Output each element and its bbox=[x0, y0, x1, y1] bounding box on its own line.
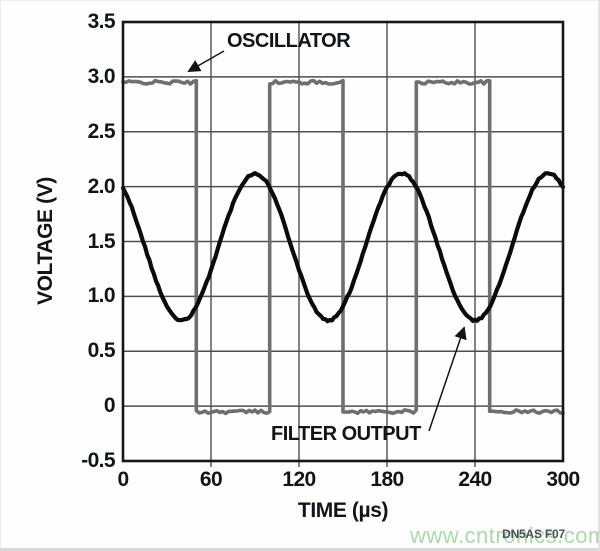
x-axis-title: TIME (µs) bbox=[297, 499, 389, 522]
x-tick-label: 240 bbox=[458, 468, 492, 491]
watermark-text: www.cntronics.com bbox=[410, 523, 600, 548]
y-tick-label: 2.5 bbox=[87, 119, 116, 143]
annotation-oscillator-label: OSCILLATOR bbox=[227, 30, 351, 52]
y-tick-label: 3.0 bbox=[87, 64, 116, 88]
y-tick-label: 2.0 bbox=[87, 174, 116, 198]
annotation-arrow bbox=[187, 50, 225, 72]
y-axis-title: VOLTAGE (V) bbox=[34, 177, 57, 305]
y-tick-label: 0.5 bbox=[87, 339, 116, 363]
y-tick-label: 1.5 bbox=[87, 229, 116, 253]
annotation-filter-output-label: FILTER OUTPUT bbox=[271, 423, 421, 445]
x-tick-label: 300 bbox=[546, 468, 580, 491]
x-tick-label: 0 bbox=[117, 468, 129, 491]
y-tick-label: 0 bbox=[103, 394, 116, 418]
annotation-arrow bbox=[428, 326, 467, 432]
y-tick-label: 1.0 bbox=[87, 284, 116, 308]
oscillator-curve bbox=[121, 78, 565, 416]
y-tick-label: -0.5 bbox=[81, 449, 115, 472]
y-tick-label: 3.5 bbox=[87, 10, 116, 33]
x-tick-label: 120 bbox=[282, 468, 316, 491]
figure-id-text: DN5AS F07 bbox=[502, 527, 565, 541]
filter-output-curve bbox=[120, 171, 566, 324]
x-tick-label: 180 bbox=[370, 468, 404, 491]
plot-frame bbox=[121, 20, 565, 463]
x-tick-label: 60 bbox=[199, 468, 223, 491]
